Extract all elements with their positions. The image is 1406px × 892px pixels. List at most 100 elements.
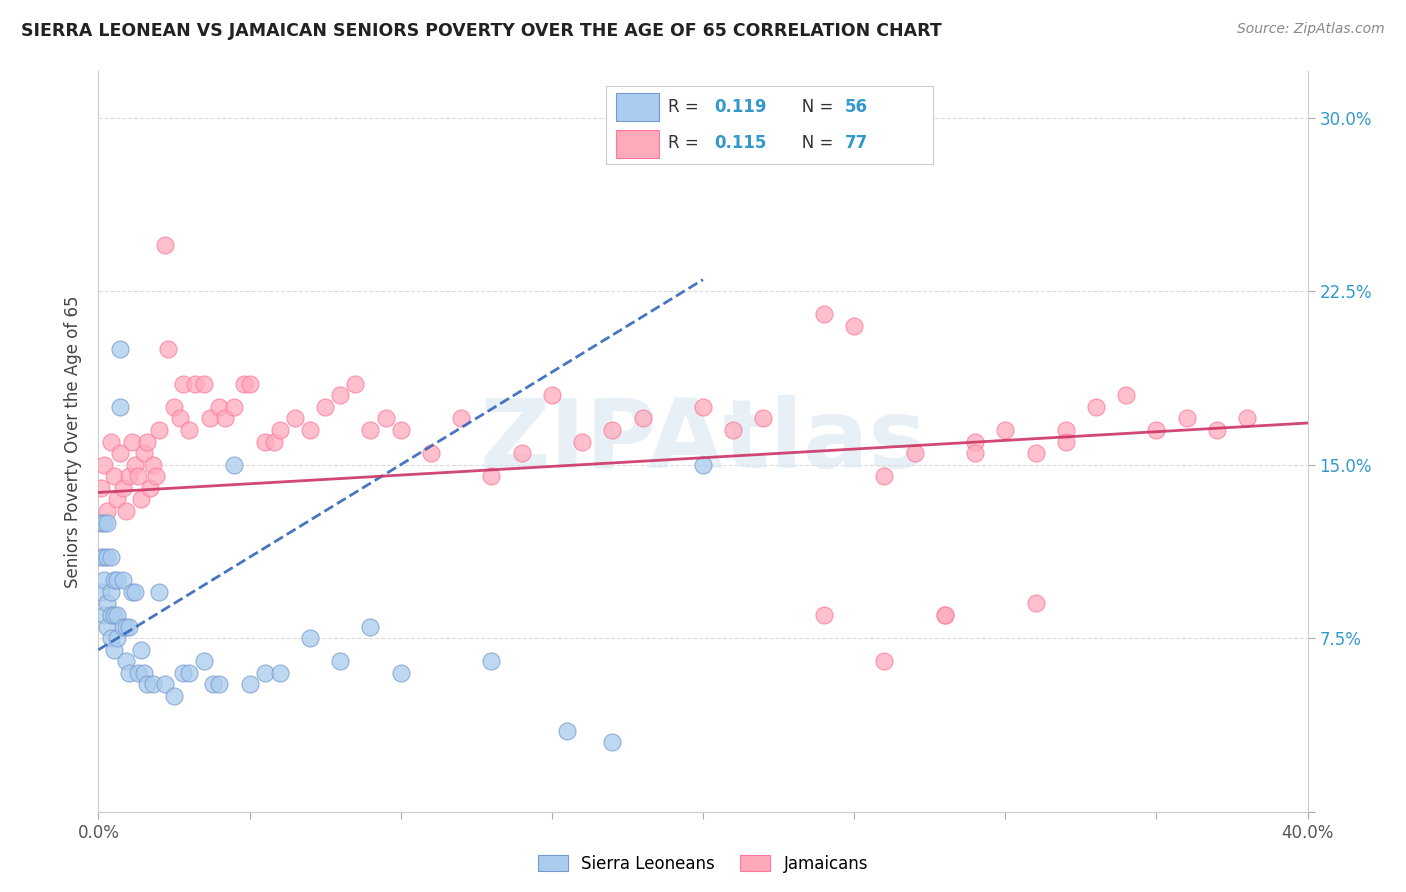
Point — [108, 342, 131, 356]
Point — [329, 388, 352, 402]
Point — [214, 411, 236, 425]
Point — [179, 423, 201, 437]
Point — [450, 411, 472, 425]
Point — [481, 654, 503, 668]
Point — [108, 446, 131, 460]
Point — [93, 574, 115, 588]
Point — [202, 677, 225, 691]
Point — [129, 642, 152, 657]
Point — [100, 550, 122, 565]
Point — [108, 400, 131, 414]
Point — [299, 423, 322, 437]
Point — [208, 677, 231, 691]
Point — [90, 516, 112, 530]
Point — [111, 481, 134, 495]
Point — [103, 642, 125, 657]
Point — [1115, 388, 1137, 402]
Point — [1175, 411, 1198, 425]
Point — [127, 665, 149, 680]
Point — [93, 550, 115, 565]
Point — [481, 469, 503, 483]
Point — [114, 654, 136, 668]
Point — [193, 654, 215, 668]
Point — [135, 677, 157, 691]
Point — [105, 608, 128, 623]
Point — [118, 469, 141, 483]
Point — [100, 434, 122, 449]
Point — [389, 665, 412, 680]
Point — [90, 481, 112, 495]
Point — [184, 376, 207, 391]
Point — [153, 677, 176, 691]
Point — [263, 434, 285, 449]
Point — [200, 411, 222, 425]
Point — [163, 689, 186, 703]
Point — [153, 238, 176, 252]
Point — [145, 469, 167, 483]
Point — [873, 469, 896, 483]
Point — [100, 585, 122, 599]
Point — [90, 585, 112, 599]
Point — [329, 654, 352, 668]
Point — [994, 423, 1017, 437]
Point — [103, 469, 125, 483]
Point — [100, 631, 122, 645]
Point — [844, 318, 866, 333]
Point — [813, 608, 835, 623]
Point — [540, 388, 562, 402]
Point — [142, 458, 165, 472]
Point — [129, 492, 152, 507]
Point — [1236, 411, 1258, 425]
Point — [96, 619, 118, 633]
Point — [148, 585, 170, 599]
Point — [156, 342, 179, 356]
Point — [602, 423, 624, 437]
Point — [389, 423, 412, 437]
Point — [284, 411, 307, 425]
Legend: Sierra Leoneans, Jamaicans: Sierra Leoneans, Jamaicans — [531, 848, 875, 880]
Point — [965, 434, 987, 449]
Point — [239, 677, 262, 691]
Point — [299, 631, 322, 645]
Point — [135, 434, 157, 449]
Point — [172, 665, 194, 680]
Point — [111, 574, 134, 588]
Point — [121, 585, 143, 599]
Point — [179, 665, 201, 680]
Point — [1085, 400, 1108, 414]
Point — [224, 458, 246, 472]
Y-axis label: Seniors Poverty Over the Age of 65: Seniors Poverty Over the Age of 65 — [65, 295, 83, 588]
Point — [269, 423, 291, 437]
Point — [510, 446, 533, 460]
Point — [103, 574, 125, 588]
Point — [172, 376, 194, 391]
Point — [965, 446, 987, 460]
Point — [142, 677, 165, 691]
Point — [269, 665, 291, 680]
Point — [105, 631, 128, 645]
Point — [723, 423, 745, 437]
Point — [148, 423, 170, 437]
Point — [124, 458, 146, 472]
Point — [420, 446, 443, 460]
Point — [100, 608, 122, 623]
Point — [132, 446, 155, 460]
Point — [118, 665, 141, 680]
Point — [114, 504, 136, 518]
Point — [105, 492, 128, 507]
Point — [103, 608, 125, 623]
Point — [105, 574, 128, 588]
Point — [111, 619, 134, 633]
Point — [253, 434, 276, 449]
Point — [169, 411, 191, 425]
Point — [692, 458, 714, 472]
Point — [139, 481, 162, 495]
Point — [96, 550, 118, 565]
Point — [692, 400, 714, 414]
Point — [631, 411, 654, 425]
Point — [1144, 423, 1167, 437]
Point — [1054, 434, 1077, 449]
Point — [813, 307, 835, 321]
Point — [224, 400, 246, 414]
Point — [934, 608, 956, 623]
